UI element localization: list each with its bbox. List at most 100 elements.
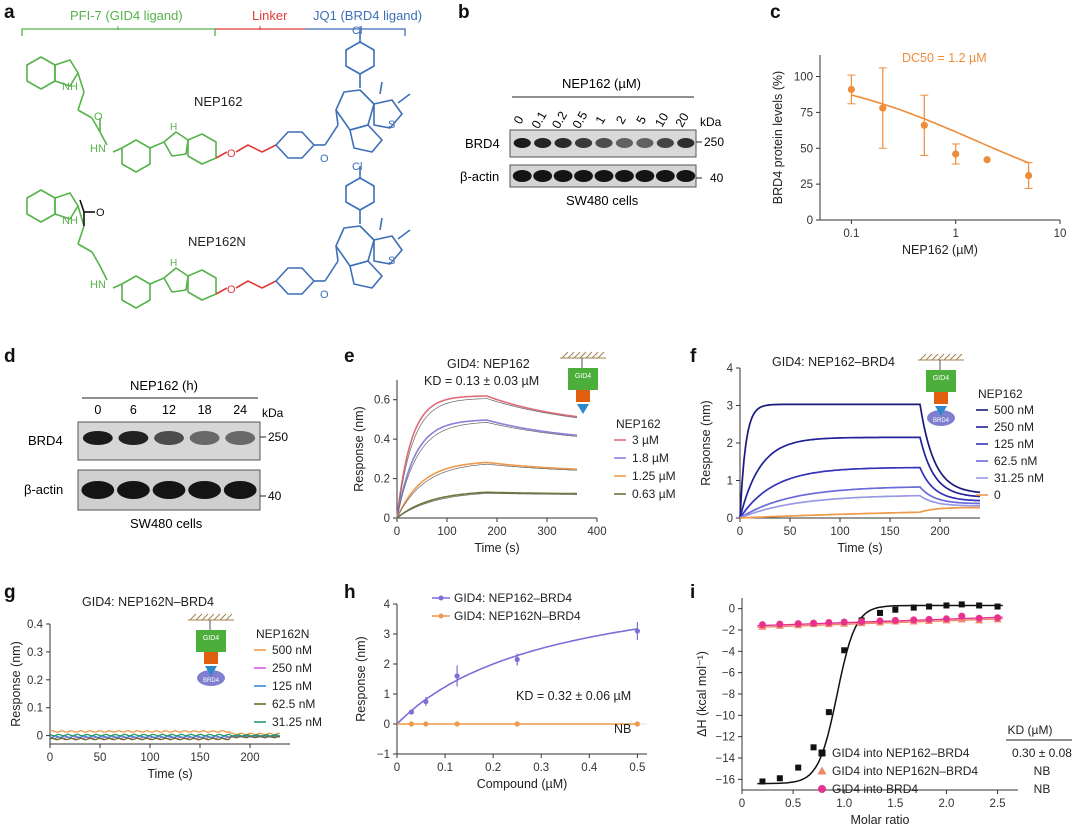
jq1-header: JQ1 (BRD4 ligand): [313, 8, 422, 23]
blot-b-actin-bands: [512, 170, 696, 182]
x-tick-label: 0.4: [581, 762, 598, 774]
data-point: [840, 618, 848, 626]
data-point: [877, 609, 883, 616]
y-tick-label: −16: [715, 774, 735, 786]
brd4-label: BRD4: [203, 678, 220, 684]
legend-title: NEP162: [616, 417, 661, 431]
acetyl-group: [79, 199, 95, 226]
x-tick-label: 1: [952, 228, 958, 240]
blot-d-actin-bands: [81, 481, 257, 499]
kd-value: NB: [1034, 764, 1051, 778]
hatch-line: [585, 351, 593, 359]
y-tick-label: 0.4: [374, 434, 391, 446]
hatch-line: [189, 613, 197, 621]
degron-triangle: [205, 666, 217, 676]
nb-annotation: NB: [614, 722, 631, 736]
panel-label-d: d: [4, 346, 16, 367]
jq1-moiety: [275, 30, 411, 159]
y-tick-label: 4: [384, 599, 391, 611]
data-point: [910, 616, 918, 624]
blot-d-lanes: 0 6 12 18 24: [94, 403, 247, 417]
chart-title: GID4: NEP162: [447, 357, 530, 371]
data-point: [942, 615, 950, 623]
data-point: [794, 620, 802, 628]
legend-label: 1.25 µM: [632, 469, 676, 483]
x-tick-label: 200: [487, 526, 506, 538]
series-line: [396, 491, 577, 519]
series-line: [739, 403, 981, 519]
y-tick-label: −8: [722, 689, 735, 701]
x-tick-label: 0: [737, 526, 743, 538]
actin-band: [117, 481, 150, 499]
panel-label-i: i: [690, 582, 695, 603]
x-tick-label: 150: [190, 752, 209, 764]
linker-chain: [215, 280, 277, 295]
actin-band: [676, 170, 696, 182]
brd4-band: [595, 138, 613, 148]
actin-band: [615, 170, 634, 182]
blot-b-lanes: 0 0.1 0.2 0.5 1 2 5 10 20: [511, 109, 692, 131]
y-tick-label: −14: [715, 753, 735, 765]
actin-band: [594, 170, 614, 182]
y-tick-label: 75: [800, 107, 813, 119]
atom-label: HN: [90, 279, 106, 291]
data-point: [776, 620, 784, 628]
panel-e: e 0 100 200 300 400 0 0.2 0.4 0.6 Time (s) Respons…: [344, 346, 676, 555]
hatch-line: [955, 353, 963, 361]
y-axis-label: Response (nm): [352, 406, 366, 491]
atom-label: H: [170, 258, 177, 269]
data-point: [408, 709, 415, 715]
atom-label: O: [320, 289, 329, 301]
data-point: [1025, 171, 1033, 180]
legend-label: 0: [994, 488, 1001, 502]
hatch-line: [943, 353, 951, 361]
molecule-nep162: NH HN O H O Cl S O: [26, 25, 411, 173]
hatch-line: [219, 613, 227, 621]
y-axis-label: ΔH (kcal mol⁻¹): [695, 651, 709, 737]
kda-marker: 250: [268, 430, 288, 444]
linker-chain: [215, 144, 277, 159]
x-axis-label: Molar ratio: [850, 813, 909, 824]
blot-b-caption: SW480 cells: [566, 193, 639, 208]
lane-label: 18: [198, 403, 212, 417]
fit-line: [396, 463, 578, 519]
lane-label: 2: [613, 113, 629, 126]
lane-label: 6: [130, 403, 137, 417]
ligand-block: [204, 652, 218, 664]
y-axis-label: Response (nm): [699, 400, 713, 485]
legend-label: GID4 into BRD4: [832, 782, 918, 796]
compound-name-2: NEP162N: [188, 234, 246, 249]
data-point: [825, 619, 833, 627]
actin-band: [635, 170, 655, 182]
fit-line: [396, 398, 578, 519]
y-tick-label: 0.3: [27, 647, 43, 659]
kd-header: KD (µM): [1008, 723, 1053, 737]
y-tick-label: −10: [715, 710, 735, 722]
data-point: [925, 615, 933, 623]
x-tick-label: 0.5: [785, 798, 801, 810]
jq1-moiety: [275, 166, 411, 295]
y-tick-label: 0: [37, 731, 43, 743]
y-tick-label: 0: [727, 513, 733, 525]
data-point: [958, 601, 965, 608]
chart-e: 0 100 200 300 400 0 0.2 0.4 0.6 Time (s) Response …: [352, 351, 676, 555]
x-tick-label: 0.1: [843, 228, 859, 240]
hatch-line: [213, 613, 221, 621]
hatch-line: [207, 613, 215, 621]
panel-label-f: f: [690, 346, 697, 367]
series-line: [396, 461, 578, 519]
panel-d: d NEP162 (h) 0 6 12 18 24 kDa BRD4 β-actin 2…: [4, 346, 288, 531]
legend-title: NEP162N: [256, 627, 309, 641]
atom-label: O: [96, 207, 105, 219]
actin-band: [574, 170, 593, 182]
legend-label: 250 nM: [994, 420, 1034, 434]
lane-label: 10: [652, 110, 671, 129]
ligand-block: [934, 392, 948, 404]
lane-label: 0.2: [549, 109, 570, 131]
legend-label: 31.25 nM: [272, 715, 322, 729]
x-tick-label: 2.0: [938, 798, 954, 810]
hatch-line: [579, 351, 587, 359]
hatch-line: [567, 351, 575, 359]
degron-triangle: [935, 406, 947, 416]
atom-label: H: [170, 122, 177, 133]
